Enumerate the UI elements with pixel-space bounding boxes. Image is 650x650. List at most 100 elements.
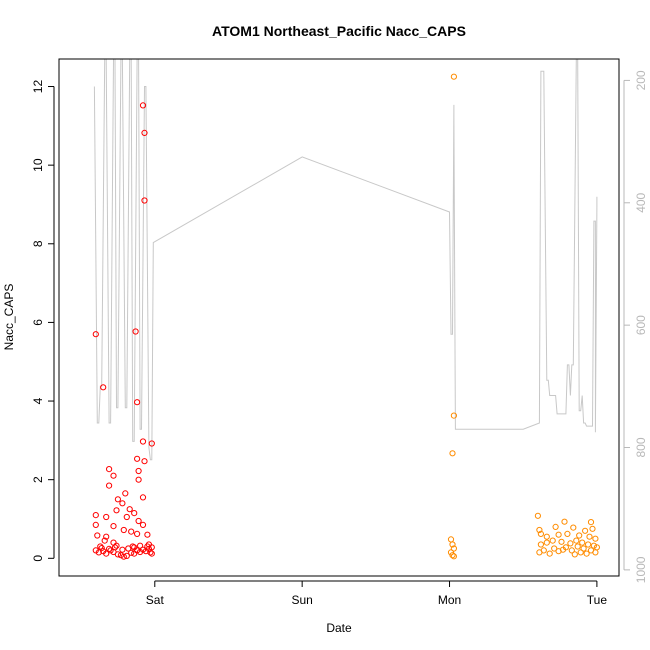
- data-point-orange: [583, 550, 590, 557]
- data-point-red: [126, 506, 133, 513]
- data-point-red: [114, 496, 122, 503]
- y-tick-label: 0: [31, 555, 45, 562]
- data-point-red: [141, 458, 148, 465]
- data-point-red: [94, 532, 101, 539]
- data-point-orange: [537, 530, 545, 538]
- data-point-red: [134, 399, 141, 406]
- data-point-red: [125, 545, 132, 552]
- data-point-orange: [555, 531, 562, 538]
- data-point-orange: [447, 536, 455, 543]
- data-point-orange: [449, 552, 456, 559]
- data-point-orange: [568, 547, 575, 554]
- data-point-red: [92, 512, 99, 519]
- y-tick-label: 8: [31, 240, 45, 247]
- data-point-orange: [577, 549, 584, 556]
- right-y-tick-label: 800: [634, 437, 648, 457]
- data-point-red: [101, 537, 108, 544]
- data-point-red: [103, 550, 110, 557]
- data-point-orange: [561, 518, 568, 525]
- data-point-orange: [449, 541, 456, 548]
- data-point-red: [139, 102, 147, 109]
- data-point-red: [120, 553, 127, 560]
- data-point-orange: [587, 519, 595, 526]
- data-point-red: [128, 528, 135, 535]
- y-tick-label: 2: [31, 476, 45, 483]
- data-point-orange: [450, 545, 457, 552]
- data-point-red: [147, 549, 154, 556]
- data-point-red: [106, 466, 113, 473]
- data-point-red: [131, 509, 138, 517]
- data-point-red: [139, 438, 147, 445]
- data-point-red: [106, 545, 113, 553]
- plot-frame: [58, 58, 620, 577]
- data-point-red: [122, 490, 129, 497]
- right-y-tick-label: 200: [634, 70, 648, 90]
- data-point-red: [141, 129, 148, 136]
- data-point-red: [132, 328, 139, 335]
- x-tick-label: Sun: [291, 593, 312, 607]
- data-point-orange: [567, 540, 574, 547]
- data-point-red: [148, 550, 155, 557]
- data-point-orange: [586, 533, 593, 540]
- data-point-red: [137, 542, 144, 549]
- data-point-red: [110, 472, 117, 479]
- data-point-orange: [534, 512, 542, 519]
- data-point-orange: [574, 543, 581, 550]
- data-point-orange: [589, 525, 596, 532]
- data-point-orange: [536, 526, 543, 534]
- data-point-orange: [551, 545, 558, 552]
- data-point-red: [135, 517, 142, 525]
- data-point-orange: [558, 538, 565, 545]
- right-y-axis: 200 400 600 800 1000: [623, 70, 648, 583]
- y-tick-label: 4: [31, 397, 45, 404]
- data-point-red: [113, 542, 120, 549]
- pressure-line-layer: [93, 58, 598, 461]
- data-point-red: [95, 549, 102, 556]
- data-point-orange: [449, 450, 456, 457]
- data-point-orange: [450, 73, 457, 80]
- y-tick-label: 12: [31, 80, 45, 94]
- data-point-orange: [540, 547, 547, 554]
- data-point-orange: [571, 551, 578, 558]
- data-point-red: [144, 531, 151, 538]
- y-axis-label: Nacc_CAPS: [2, 284, 16, 351]
- data-point-red: [111, 544, 119, 551]
- data-point-orange: [570, 524, 577, 531]
- chart-title: ATOM1 Northeast_Pacific Nacc_CAPS: [212, 23, 466, 39]
- data-point-red: [134, 530, 141, 538]
- data-point-orange: [573, 537, 580, 544]
- data-point-red: [117, 552, 125, 559]
- data-point-orange: [450, 412, 457, 419]
- data-point-red: [114, 551, 122, 558]
- data-point-orange: [576, 532, 583, 539]
- data-point-red: [135, 476, 142, 483]
- data-point-red: [139, 521, 147, 529]
- data-point-orange: [590, 542, 598, 549]
- data-point-red: [103, 513, 110, 521]
- x-tick-label: Sat: [146, 593, 165, 607]
- y-tick-label: 10: [31, 158, 45, 172]
- y-axis: 0 2 4 6 8 10 12: [31, 80, 55, 562]
- data-point-red: [144, 543, 151, 550]
- data-point-orange: [543, 533, 550, 540]
- data-point-red: [139, 546, 147, 553]
- pressure-line: [93, 58, 598, 461]
- data-point-red: [92, 521, 99, 529]
- right-y-tick-label: 1000: [634, 556, 648, 583]
- data-point-red: [113, 507, 120, 514]
- data-point-red: [139, 494, 147, 501]
- data-point-orange: [582, 527, 589, 534]
- x-tick-label: Mon: [438, 593, 461, 607]
- data-point-red: [128, 549, 135, 556]
- data-point-red: [131, 544, 138, 551]
- data-point-orange: [592, 535, 599, 542]
- data-point-red: [123, 513, 130, 521]
- data-point-red: [106, 482, 113, 489]
- data-point-red: [119, 500, 126, 507]
- data-point-orange: [546, 550, 553, 557]
- data-point-orange: [543, 539, 550, 546]
- data-point-red: [97, 543, 104, 550]
- data-point-orange: [450, 553, 457, 560]
- data-point-red: [141, 197, 148, 204]
